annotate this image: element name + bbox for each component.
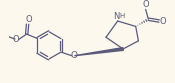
Text: O: O [71, 51, 78, 60]
Text: O: O [142, 0, 149, 9]
Text: O: O [25, 15, 32, 24]
Text: N: N [114, 12, 120, 21]
Text: O: O [159, 17, 166, 26]
Polygon shape [74, 48, 123, 56]
Text: O: O [12, 35, 19, 44]
Text: H: H [120, 13, 125, 19]
